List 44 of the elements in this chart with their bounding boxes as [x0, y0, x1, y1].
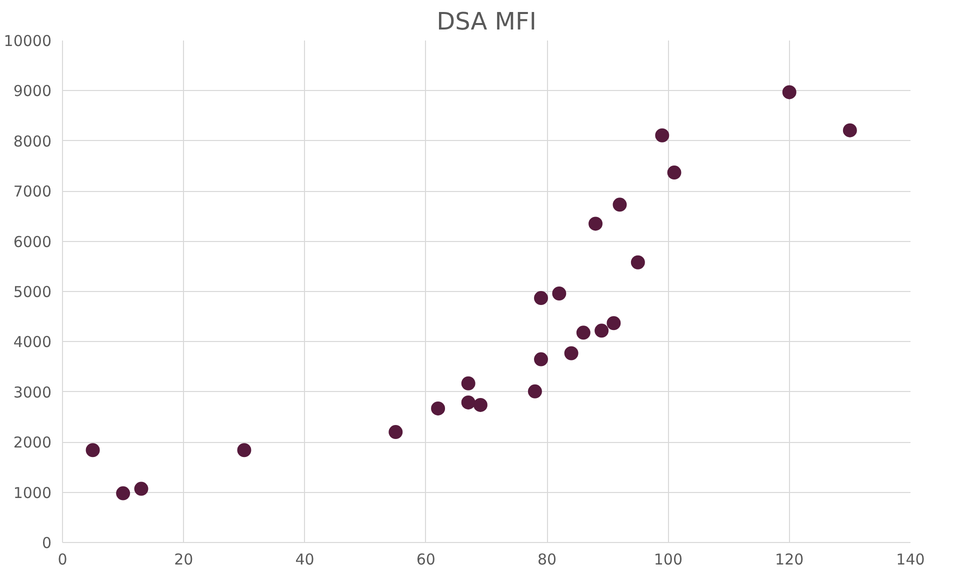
point: [237, 443, 252, 458]
y-tick-label: 4000: [13, 333, 52, 352]
point: [782, 85, 796, 100]
point: [461, 395, 476, 410]
y-tick-label: 7000: [13, 182, 52, 201]
point: [134, 482, 148, 496]
point: [473, 398, 488, 412]
y-tick-label: 10000: [4, 32, 52, 50]
y-tick-label: 8000: [13, 132, 52, 150]
point: [116, 486, 130, 500]
point: [528, 384, 542, 398]
x-tick-label: 60: [416, 550, 436, 568]
point: [431, 401, 446, 416]
y-tick-label: 0: [42, 534, 52, 552]
x-tick-label: 100: [654, 550, 683, 568]
point: [655, 128, 670, 142]
x-tick-label: 120: [775, 550, 804, 568]
point: [534, 352, 548, 366]
point: [552, 286, 566, 300]
point: [594, 324, 609, 338]
point: [86, 443, 100, 458]
point: [667, 166, 682, 180]
point: [534, 291, 548, 306]
point: [388, 425, 403, 440]
x-tick-label: 20: [174, 550, 194, 568]
x-tick-label: 80: [538, 550, 557, 568]
y-tick-label: 3000: [13, 383, 52, 402]
point: [630, 255, 645, 270]
y-tick-label: 6000: [13, 232, 52, 251]
point: [842, 123, 857, 138]
x-tick-label: 40: [295, 550, 314, 568]
x-tick-label: 0: [58, 550, 68, 568]
y-tick-label: 5000: [13, 283, 52, 301]
point: [612, 198, 627, 212]
point: [606, 316, 621, 330]
point: [461, 376, 476, 390]
point: [576, 326, 590, 340]
y-tick-label: 9000: [13, 82, 52, 100]
chart-title: DSA MFI: [436, 8, 536, 36]
y-tick-label: 2000: [13, 434, 52, 452]
y-tick-label: 1000: [13, 484, 52, 502]
point: [588, 216, 603, 231]
x-tick-label: 140: [896, 550, 925, 568]
point: [564, 346, 578, 360]
